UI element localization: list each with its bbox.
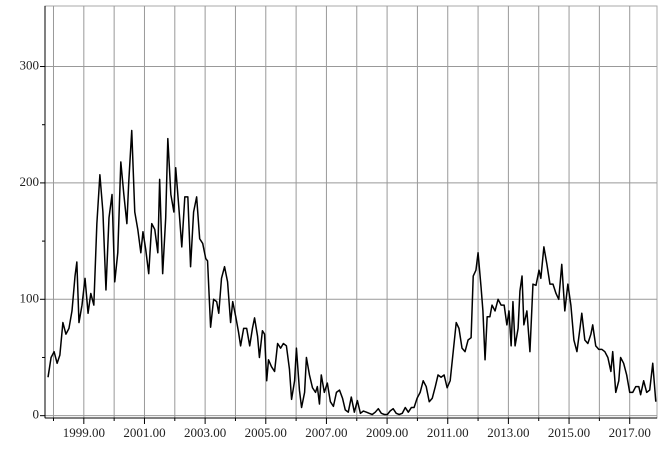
- y-tick-label: 300: [20, 58, 40, 73]
- x-tick-label: 2017.00: [609, 425, 651, 440]
- x-tick-label: 2009.00: [366, 425, 408, 440]
- y-tick-label: 100: [20, 290, 40, 305]
- x-tick-label: 2015.00: [548, 425, 590, 440]
- x-tick-label: 2001.00: [123, 425, 165, 440]
- y-tick-label: 0: [33, 407, 40, 422]
- x-tick-label: 1999.00: [63, 425, 105, 440]
- x-tick-label: 2007.00: [305, 425, 347, 440]
- x-tick-label: 2005.00: [245, 425, 287, 440]
- y-tick-label: 200: [20, 174, 40, 189]
- x-tick-label: 2003.00: [184, 425, 226, 440]
- x-tick-label: 2011.00: [427, 425, 469, 440]
- data-line: [47, 129, 657, 416]
- x-tick-label: 2013.00: [487, 425, 529, 440]
